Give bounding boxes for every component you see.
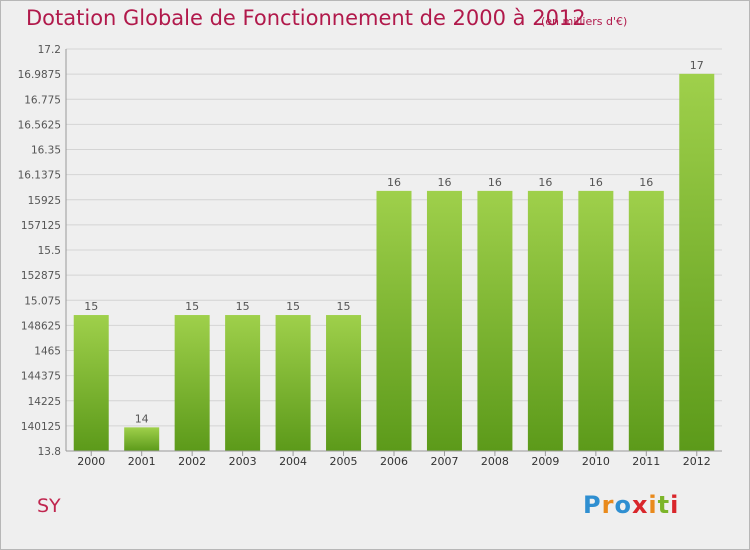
y-tick-label: 13.8 (38, 446, 61, 458)
logo-letter: i (670, 491, 680, 519)
y-axis-ticks: 13.8 140125 14225 144375 1465 148625 15.075 152… (18, 44, 61, 458)
bars: 15 14 15 15 15 15 16 16 16 16 16 16 17 (73, 59, 715, 452)
logo-letter: r (601, 491, 615, 519)
bar-value-label: 16 (589, 176, 603, 189)
logo-letter: i (648, 491, 658, 519)
y-tick-label: 16.1375 (18, 170, 61, 182)
bar-value-label: 16 (538, 176, 552, 189)
bar (527, 190, 563, 451)
bar (477, 190, 513, 451)
x-tick-label: 2002 (178, 455, 206, 468)
bar-value-label: 16 (639, 176, 653, 189)
bar-value-label: 14 (135, 412, 149, 425)
x-tick-label: 2000 (77, 455, 105, 468)
bar (225, 315, 261, 451)
bar (628, 190, 664, 451)
x-tick-label: 2009 (531, 455, 559, 468)
y-tick-label: 16.775 (24, 94, 61, 106)
bar-value-label: 17 (690, 59, 704, 72)
y-tick-label: 16.5625 (18, 119, 61, 131)
proxiti-logo[interactable]: Proxiti (583, 491, 679, 519)
y-tick-label: 1465 (34, 346, 61, 358)
logo-letter: o (614, 491, 632, 519)
bar-value-label: 16 (488, 176, 502, 189)
x-tick-label: 2006 (380, 455, 408, 468)
y-tick-label: 15.5 (38, 245, 61, 257)
chart-title: Dotation Globale de Fonctionnement de 20… (26, 6, 586, 30)
bar-value-label: 16 (387, 176, 401, 189)
bar-value-label: 15 (236, 300, 250, 313)
x-tick-label: 2012 (683, 455, 711, 468)
x-tick-label: 2011 (632, 455, 660, 468)
y-tick-label: 17.2 (38, 44, 61, 56)
logo-letter: x (631, 491, 649, 519)
x-axis-ticks: 2000 2001 2002 2003 2004 2005 2006 2007 2008 2009… (77, 451, 711, 468)
y-tick-label: 144375 (21, 371, 61, 383)
bar-value-label: 15 (84, 300, 98, 313)
bar (376, 190, 412, 451)
x-tick-label: 2008 (481, 455, 509, 468)
bar-value-label: 15 (337, 300, 351, 313)
bar-value-label: 16 (437, 176, 451, 189)
y-tick-label: 15.075 (24, 295, 61, 307)
bar (426, 190, 462, 451)
bar (73, 315, 109, 451)
bar (174, 315, 210, 451)
y-tick-label: 15925 (28, 195, 61, 207)
bar (679, 73, 715, 452)
y-tick-label: 14225 (28, 396, 61, 408)
x-tick-label: 2004 (279, 455, 307, 468)
commune-name: SY (37, 495, 61, 517)
logo-letter: t (657, 491, 671, 519)
y-tick-label: 16.35 (31, 145, 61, 157)
y-tick-label: 140125 (21, 421, 61, 433)
bar-value-label: 15 (286, 300, 300, 313)
x-tick-label: 2001 (128, 455, 156, 468)
y-tick-label: 157125 (21, 220, 61, 232)
logo-letter: P (583, 491, 602, 519)
bar (124, 427, 160, 451)
bar-value-label: 15 (185, 300, 199, 313)
x-tick-label: 2003 (229, 455, 257, 468)
y-tick-label: 152875 (21, 270, 61, 282)
unit-label: (en milliers d'€) (541, 15, 628, 28)
x-tick-label: 2007 (430, 455, 458, 468)
y-tick-label: 16.9875 (18, 69, 61, 81)
bar (275, 315, 311, 451)
x-tick-label: 2005 (330, 455, 358, 468)
x-tick-label: 2010 (582, 455, 610, 468)
bar (578, 190, 614, 451)
y-tick-label: 148625 (21, 320, 61, 332)
bar (326, 315, 362, 451)
